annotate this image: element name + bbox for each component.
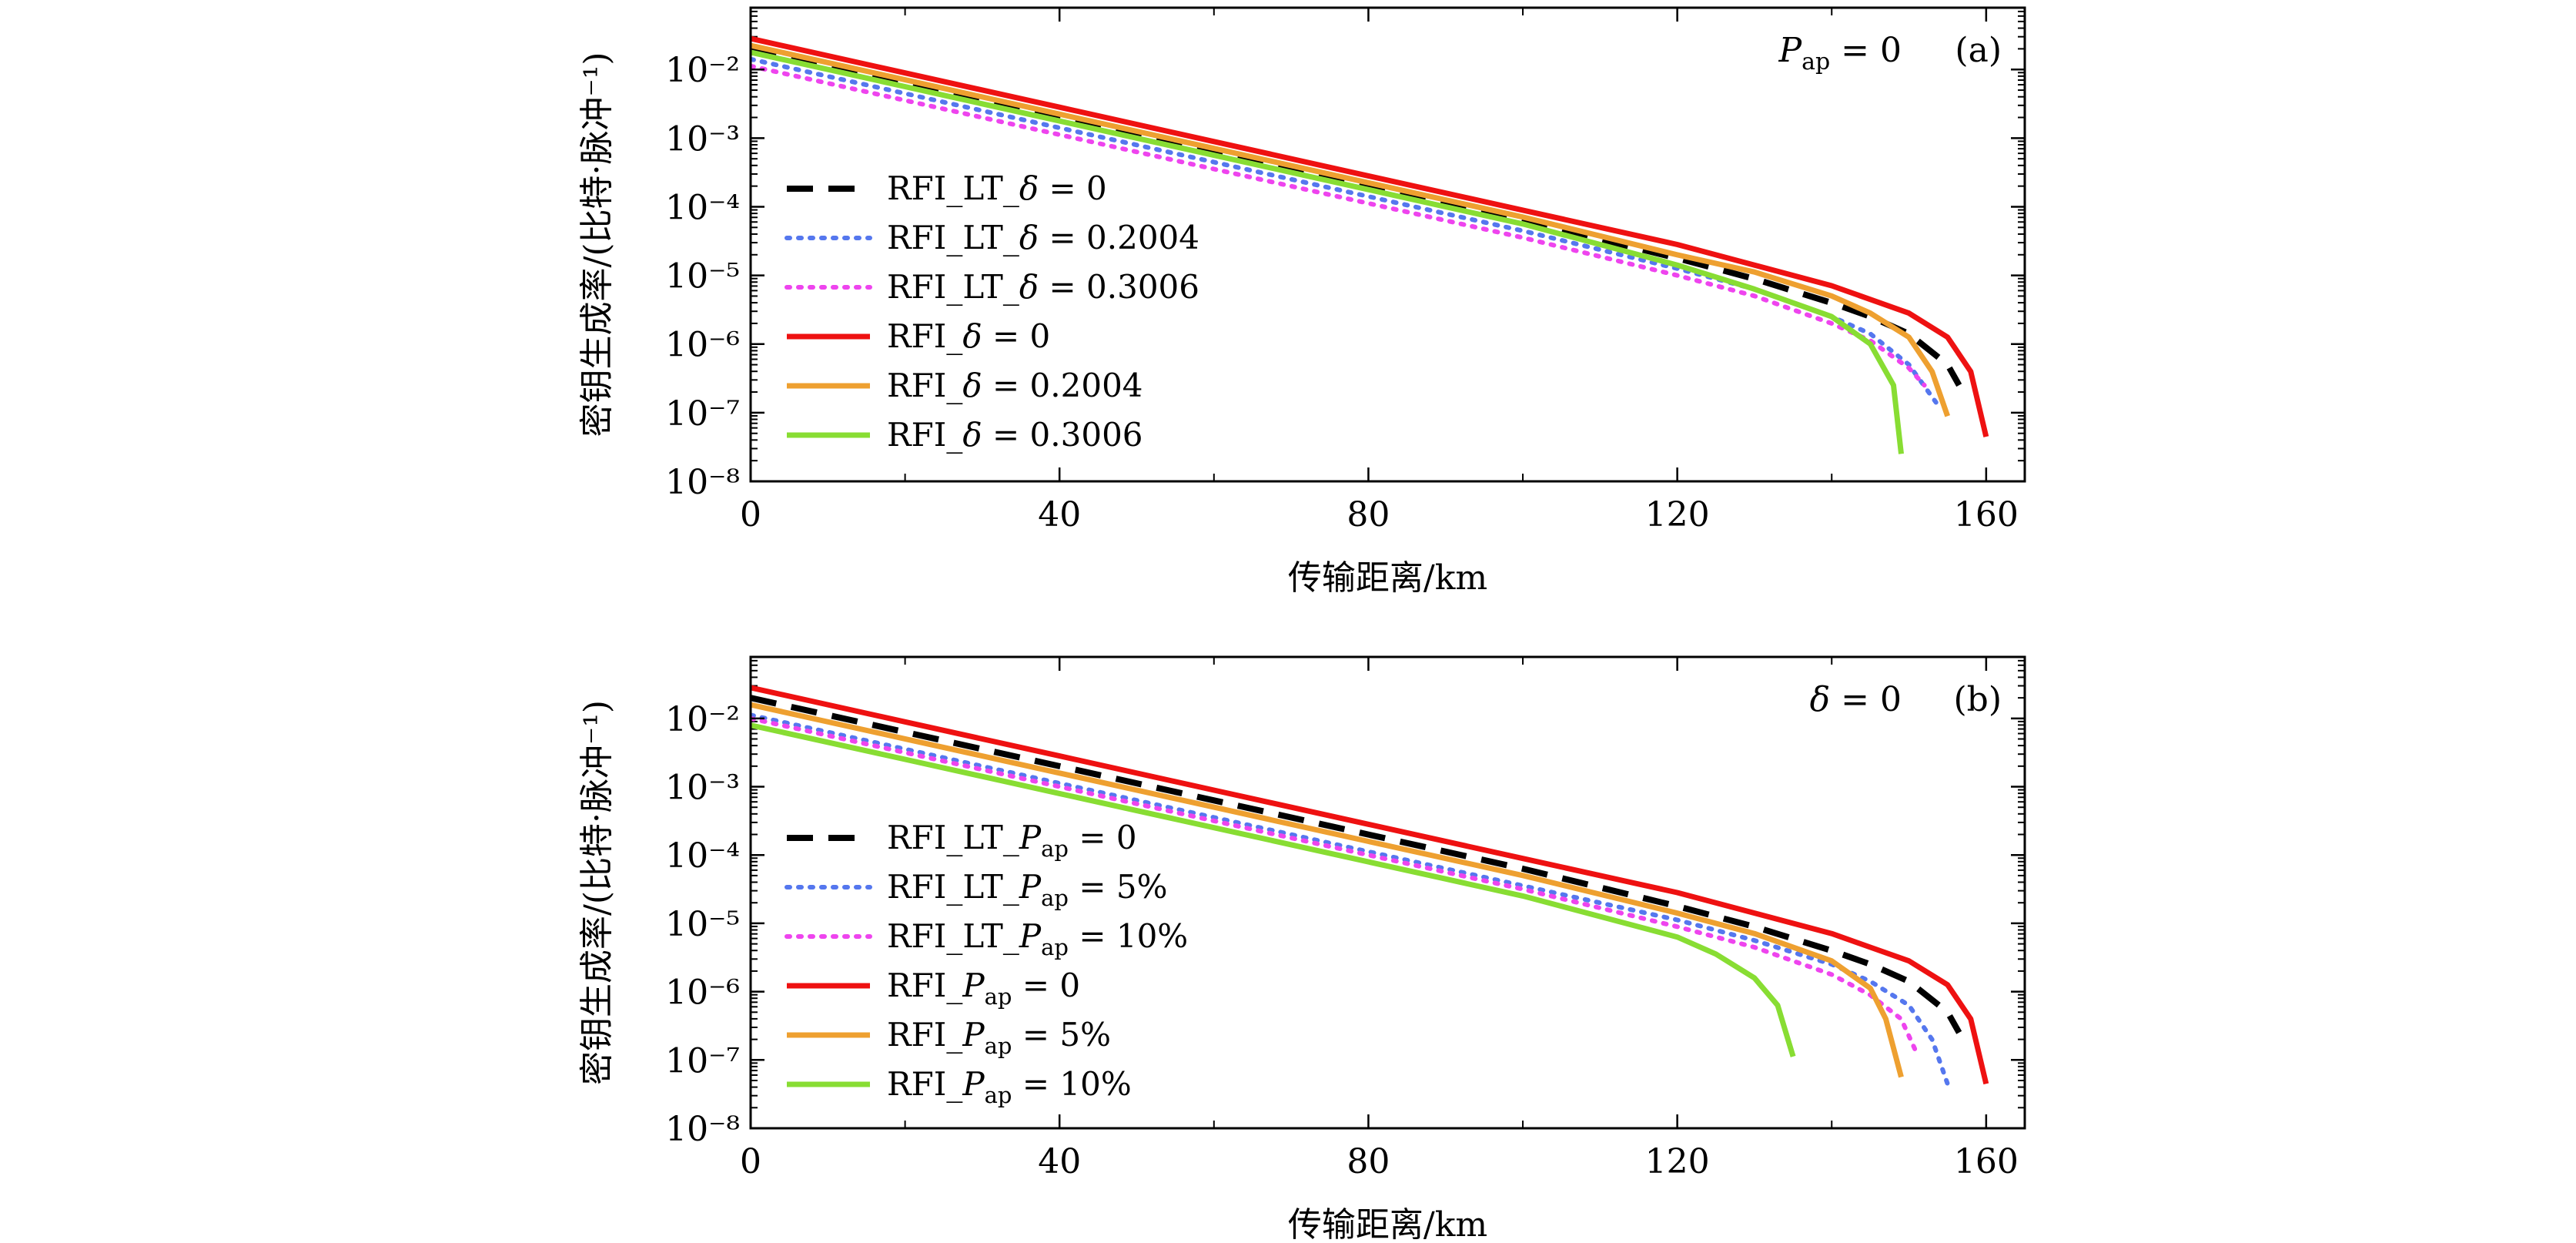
- panel-condition: Pap = 0: [1778, 31, 1902, 75]
- x-tick-label: 120: [1645, 495, 1710, 534]
- series-line-1: [751, 56, 1939, 405]
- y-tick-label: 10⁻³: [665, 769, 740, 808]
- legend-label: RFI_δ = 0.3006: [887, 416, 1143, 454]
- series-line-4: [751, 702, 1904, 1078]
- legend-label: RFI_Pap = 0: [887, 967, 1080, 1010]
- y-tick-label: 10⁻⁴: [665, 836, 740, 876]
- y-axis-title: 密钥生成率/(比特·脉冲⁻¹): [577, 700, 617, 1085]
- y-tick-label: 10⁻⁸: [665, 1110, 740, 1149]
- panel-condition: δ = 0: [1810, 680, 1902, 719]
- x-tick-label: 120: [1645, 1142, 1710, 1181]
- chart-panel-b: 0 40 80 120 160 10⁻⁸ 10⁻⁷ 10⁻⁶ 10⁻⁵ 10⁻⁴ 10⁻³ 10⁻² 传…: [577, 655, 2026, 1243]
- legend-label: RFI_LT_δ = 0.3006: [887, 268, 1199, 306]
- y-tick-label: 10⁻²: [665, 700, 740, 739]
- x-tick-label: 160: [1954, 1142, 2019, 1181]
- series-line-0: [751, 695, 1962, 1034]
- y-tick-label: 10⁻⁶: [665, 973, 740, 1013]
- legend-label: RFI_LT_δ = 0: [887, 169, 1107, 207]
- y-tick-label: 10⁻⁸: [665, 463, 740, 502]
- plot-frame: [749, 6, 2026, 483]
- series-line-4: [751, 42, 1951, 417]
- x-axis-title: 传输距离/km: [1288, 1205, 1487, 1243]
- series-line-2: [751, 715, 1919, 1056]
- series-line-3: [751, 35, 1989, 437]
- x-tick-label: 40: [1038, 1142, 1081, 1181]
- y-tick-label: 10⁻³: [665, 119, 740, 159]
- x-tick-label: 0: [740, 495, 761, 534]
- x-tick-label: 40: [1038, 495, 1081, 534]
- y-tick-label: 10⁻⁵: [665, 905, 740, 944]
- y-tick-label: 10⁻²: [665, 51, 740, 90]
- legend-label: RFI_Pap = 10%: [887, 1065, 1132, 1108]
- legend-label: RFI_LT_Pap = 0: [887, 819, 1137, 862]
- series-line-5: [751, 722, 1796, 1057]
- panel-tag: (b): [1954, 680, 2002, 719]
- legend-label: RFI_LT_Pap = 5%: [887, 868, 1168, 911]
- legend-label: RFI_δ = 0.2004: [887, 367, 1143, 404]
- series-line-5: [751, 49, 1904, 454]
- y-tick-label: 10⁻⁷: [665, 1041, 740, 1081]
- x-tick-label: 160: [1954, 495, 2019, 534]
- plot-frame: [749, 655, 2026, 1130]
- x-axis-title: 传输距离/km: [1288, 558, 1487, 598]
- y-tick-label: 10⁻⁴: [665, 188, 740, 227]
- panel-tag: (a): [1955, 31, 2002, 70]
- x-tick-label: 80: [1347, 1142, 1390, 1181]
- y-tick-label: 10⁻⁶: [665, 326, 740, 365]
- series-line-3: [751, 685, 1989, 1085]
- chart-panel-a: 0 40 80 120 160 10⁻⁸ 10⁻⁷ 10⁻⁶ 10⁻⁵ 10⁻⁴ 10⁻³ 10⁻² 传…: [577, 6, 2026, 598]
- legend-label: RFI_LT_δ = 0.2004: [887, 219, 1199, 256]
- legend-label: RFI_Pap = 5%: [887, 1016, 1111, 1059]
- series-line-0: [751, 45, 1962, 387]
- legend: RFI_LT_Pap = 0 RFI_LT_Pap = 5% RFI_LT_Pap …: [785, 819, 1188, 1108]
- series-line-2: [751, 63, 1927, 388]
- y-tick-label: 10⁻⁷: [665, 394, 740, 434]
- series-line-1: [751, 712, 1950, 1087]
- x-tick-label: 0: [740, 1142, 761, 1181]
- y-tick-label: 10⁻⁵: [665, 257, 740, 297]
- legend-label: RFI_δ = 0: [887, 317, 1050, 355]
- y-axis-title: 密钥生成率/(比特·脉冲⁻¹): [577, 52, 617, 437]
- x-tick-label: 80: [1347, 495, 1390, 534]
- legend: RFI_LT_δ = 0 RFI_LT_δ = 0.2004 RFI_LT_δ = …: [785, 169, 1199, 454]
- legend-label: RFI_LT_Pap = 10%: [887, 917, 1188, 960]
